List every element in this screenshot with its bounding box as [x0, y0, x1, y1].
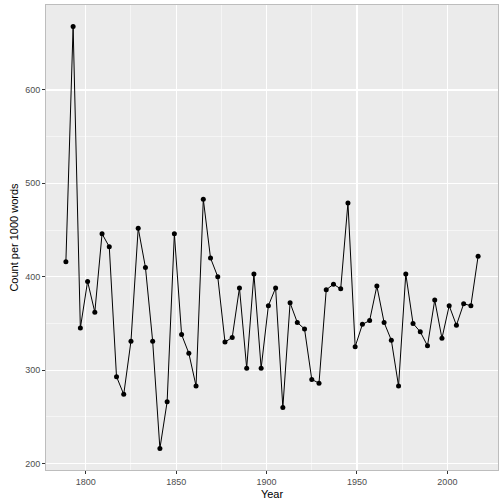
svg-text:1850: 1850	[166, 477, 186, 487]
svg-text:300: 300	[25, 365, 40, 375]
svg-text:600: 600	[25, 85, 40, 95]
svg-text:500: 500	[25, 178, 40, 188]
svg-text:2000: 2000	[437, 477, 457, 487]
svg-text:Year: Year	[261, 488, 284, 500]
svg-text:200: 200	[25, 459, 40, 469]
svg-text:400: 400	[25, 272, 40, 282]
svg-text:Count per 1000 words: Count per 1000 words	[8, 183, 20, 292]
svg-text:1800: 1800	[76, 477, 96, 487]
svg-text:1950: 1950	[347, 477, 367, 487]
svg-text:1900: 1900	[257, 477, 277, 487]
